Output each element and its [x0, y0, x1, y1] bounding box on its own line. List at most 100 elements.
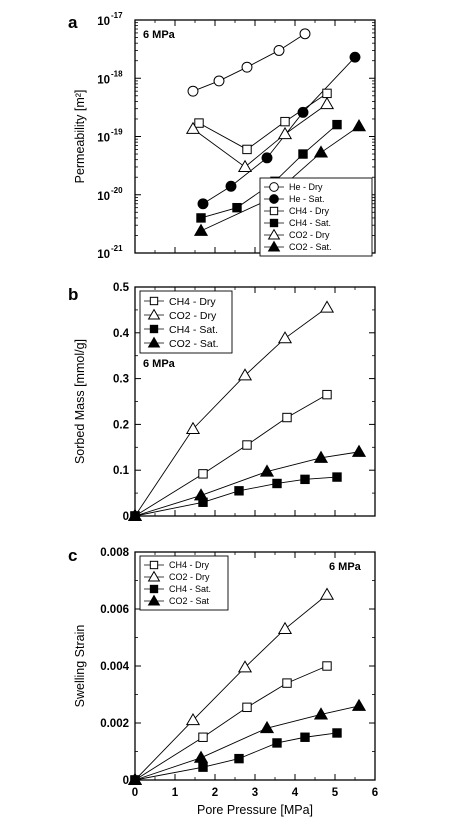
- data-point: [313, 707, 329, 720]
- x-tick-label: 6: [372, 787, 378, 799]
- series-line: [134, 394, 328, 517]
- legend-marker: [149, 584, 159, 594]
- y-tick-label: 0.2: [113, 419, 129, 431]
- data-point: [242, 440, 252, 450]
- x-tick-label: 5: [332, 787, 339, 799]
- series-3: [127, 444, 367, 521]
- legend-marker: [267, 228, 281, 240]
- y-tick-exponent: -21: [111, 244, 123, 253]
- data-point: [259, 464, 275, 477]
- data-point: [225, 180, 237, 192]
- data-point: [282, 412, 292, 423]
- data-point: [351, 119, 367, 132]
- y-tick-label: 0.006: [100, 604, 129, 616]
- panel-c: c 6 MPa Swelling Strain 0 0.002 0.004 0.006 0.0…: [68, 546, 378, 817]
- series-5: [193, 119, 367, 236]
- data-point: [196, 213, 206, 223]
- data-point: [351, 698, 367, 711]
- data-point: [300, 732, 310, 742]
- series-3: [127, 698, 367, 785]
- legend-entry: CH4 - Dry: [264, 206, 329, 216]
- data-point: [185, 712, 201, 726]
- x-tick-label: 1: [172, 787, 179, 799]
- data-point: [300, 474, 310, 485]
- series-2: [130, 472, 342, 521]
- data-point: [272, 478, 282, 489]
- legend-label: CH4 - Dry: [289, 206, 329, 216]
- y-tick-exponent: -17: [111, 11, 123, 20]
- legend-entry: CH4 - Dry: [144, 296, 216, 308]
- legend-entry: CH4 - Sat.: [144, 584, 211, 594]
- legend-marker: [149, 324, 159, 334]
- data-point: [197, 198, 209, 210]
- y-tick-label: 0.008: [100, 547, 129, 559]
- y-tick-label: 10: [97, 133, 110, 145]
- data-point: [319, 96, 335, 110]
- y-tick-exponent: -19: [111, 128, 123, 137]
- data-point: [277, 126, 293, 140]
- legend-entry: CH4 - Dry: [144, 560, 209, 570]
- legend-marker: [269, 206, 279, 216]
- data-point: [351, 444, 367, 457]
- pressure-annotation: 6 MPa: [143, 358, 176, 370]
- series-0: [130, 389, 332, 521]
- data-point: [198, 469, 208, 479]
- legend-entry: CO2 - Sat.: [264, 240, 332, 252]
- data-point: [277, 331, 293, 344]
- legend-marker: [147, 308, 161, 320]
- legend-entry: He - Sat.: [264, 194, 325, 204]
- data-point: [332, 472, 342, 482]
- legend-label: CO2 - Dry: [169, 310, 217, 322]
- legend-marker: [149, 560, 159, 570]
- data-point: [213, 75, 225, 87]
- series-1: [127, 300, 335, 521]
- data-point: [332, 119, 342, 130]
- series-line: [198, 93, 328, 150]
- data-point: [322, 88, 332, 99]
- legend-box: [259, 177, 373, 257]
- data-point: [237, 368, 253, 381]
- data-point: [187, 85, 199, 97]
- legend-label: CO2 - Sat.: [289, 242, 332, 252]
- legend-label: CH4 - Sat.: [289, 218, 331, 228]
- legend-entry: CO2 - Sat: [144, 594, 210, 606]
- x-tick-label: 4: [292, 787, 299, 799]
- y-tick-label: 0.004: [100, 661, 129, 673]
- data-point: [313, 450, 329, 463]
- legend: CH4 - Dry CO2 - Dry CH4 - Sat. CO2 - Sat.: [139, 290, 233, 354]
- series-0: [130, 661, 332, 785]
- legend-label: CH4 - Dry: [169, 296, 216, 308]
- legend-entry: CH4 - Sat.: [144, 324, 218, 336]
- pressure-annotation: 6 MPa: [329, 561, 362, 573]
- data-point: [349, 51, 361, 63]
- x-tick-label: 3: [252, 787, 258, 799]
- data-point: [299, 28, 311, 40]
- y-tick-label: 0.4: [113, 328, 130, 340]
- y-tick-label: 0.1: [113, 465, 130, 477]
- legend-label: CH4 - Dry: [169, 560, 209, 570]
- y-tick-exponent: -20: [111, 186, 123, 195]
- series-line: [200, 125, 360, 232]
- data-point: [277, 621, 293, 634]
- y-tick-label: 0.5: [113, 282, 130, 294]
- series-line: [134, 732, 338, 781]
- series-1: [127, 587, 335, 785]
- pressure-annotation: 6 MPa: [143, 29, 176, 41]
- y-axis-label: Swelling Strain: [73, 625, 87, 708]
- legend-marker: [147, 594, 161, 606]
- data-point: [282, 678, 292, 688]
- y-axis-label: Permeability [m²]: [73, 90, 87, 184]
- data-point: [194, 118, 204, 128]
- data-point: [234, 486, 244, 496]
- series-line: [134, 594, 328, 781]
- legend-entry: He - Dry: [264, 182, 323, 192]
- series-4: [185, 96, 335, 172]
- data-point: [273, 44, 285, 56]
- data-point: [127, 772, 143, 785]
- y-tick-label: 10: [97, 16, 110, 28]
- legend-label: CO2 - Dry: [289, 230, 330, 240]
- data-point: [127, 508, 143, 521]
- data-point: [193, 223, 209, 236]
- legend-entry: CO2 - Dry: [144, 308, 217, 322]
